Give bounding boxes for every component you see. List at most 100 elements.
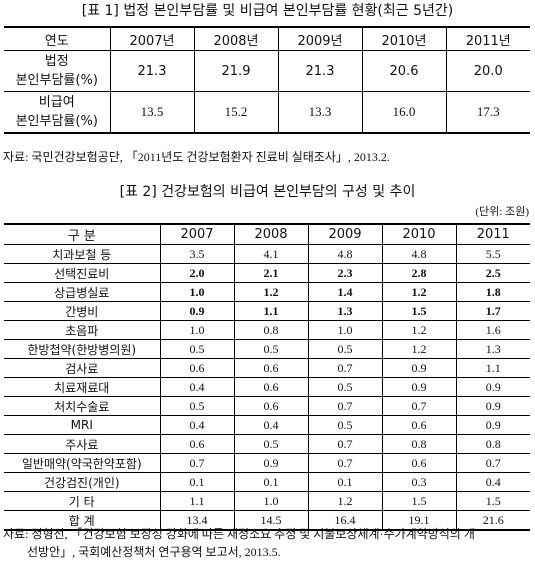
table2-row-item: 상급병실료 (4, 282, 160, 302)
table2-cell: 1.0 (233, 491, 308, 511)
table1-header-label: 연도 (4, 26, 110, 51)
table2-cell: 0.9 (455, 396, 530, 416)
table2-source: 자료: 정형선, 「건강보험 보장성 강화에 따른 재정소요 추정 및 지불보상… (3, 525, 530, 561)
table2-cell: 0.7 (307, 358, 382, 378)
table2-row-item: 초음파 (4, 320, 160, 340)
table2-cell: 1.0 (159, 320, 234, 340)
table2-cell: 1.2 (233, 282, 308, 302)
table1-cell: 21.3 (109, 50, 194, 92)
table2-cell: 13.4 (159, 510, 234, 531)
table2-row: 초음파 1.0 0.8 1.0 1.2 1.6 (4, 320, 530, 340)
table2-cell: 0.9 (381, 377, 456, 397)
table2-cell: 0.9 (159, 301, 234, 321)
table2-cell: 2.3 (307, 263, 382, 283)
table1-row-label: 비급여 본인부담률(%) (4, 91, 110, 134)
table2-cell: 1.6 (455, 320, 530, 340)
table2-cell: 19.1 (381, 510, 456, 531)
table2-header-year: 2007 (159, 223, 234, 245)
table1-row-label-line2: 본인부담률(%) (15, 73, 98, 88)
table2-cell: 2.0 (159, 263, 234, 283)
table2-cell: 1.4 (307, 282, 382, 302)
table2-cell: 0.6 (381, 453, 456, 473)
table2-cell: 0.4 (455, 472, 530, 492)
table1-cell: 20.6 (361, 50, 446, 92)
table1-header-year: 2010년 (361, 26, 446, 51)
table2-cell: 0.7 (455, 453, 530, 473)
table2-cell: 0.7 (159, 453, 234, 473)
table2-non-covered-composition: 구 분 2007 2008 2009 2010 2011 치과보철 등 3.5 4.1 4.8 4.… (4, 223, 530, 531)
table2-cell: 0.8 (381, 434, 456, 454)
table2-row-item: 선택진료비 (4, 263, 160, 283)
table2-cell: 0.8 (233, 320, 308, 340)
table2-unit: (단위: 조원) (475, 206, 529, 218)
table1-cell: 20.0 (445, 50, 530, 92)
table2-cell: 21.6 (455, 510, 530, 531)
table1-header-year: 2008년 (193, 26, 278, 51)
table2-cell: 0.6 (233, 377, 308, 397)
table1-cell: 15.2 (193, 91, 278, 134)
table2-cell: 1.8 (455, 282, 530, 302)
table2-cell: 0.7 (381, 396, 456, 416)
table2-cell: 1.1 (455, 358, 530, 378)
table2-source-line1: 자료: 정형선, 「건강보험 보장성 강화에 따른 재정소요 추정 및 지불보상… (3, 527, 475, 541)
table2-row: 합 계 13.4 14.5 16.4 19.1 21.6 (4, 510, 530, 531)
table2-header-year: 2008 (233, 223, 308, 245)
table2-cell: 0.9 (233, 453, 308, 473)
table2-cell: 3.5 (159, 244, 234, 264)
table2-source-line2: 선방안」, 국회예산정책처 연구용역 보고서, 2013.5. (27, 545, 281, 559)
table1-cell: 21.3 (277, 50, 362, 92)
table2-cell: 2.8 (381, 263, 456, 283)
table1-cell: 13.3 (277, 91, 362, 134)
table1-header-year: 2007년 (109, 26, 194, 51)
table2-cell: 0.6 (381, 415, 456, 435)
table2-cell: 0.5 (159, 339, 234, 359)
table2-cell: 1.3 (455, 339, 530, 359)
table2-row: 주사료 0.6 0.5 0.7 0.8 0.8 (4, 434, 530, 454)
table2-row-item: 간병비 (4, 301, 160, 321)
table2-cell: 0.9 (381, 358, 456, 378)
table2-cell: 0.7 (307, 396, 382, 416)
table2-cell: 0.1 (233, 472, 308, 492)
table2-cell: 1.5 (381, 491, 456, 511)
table2-row: 기 타 1.1 1.0 1.2 1.5 1.5 (4, 491, 530, 511)
table2-cell: 4.8 (307, 244, 382, 264)
table2-cell: 0.5 (307, 415, 382, 435)
table2-cell: 2.5 (455, 263, 530, 283)
table1-cell: 21.9 (193, 50, 278, 92)
table2-row-item: 건강검진(개인) (4, 472, 160, 492)
table2-row-item: 치과보철 등 (4, 244, 160, 264)
table2-cell: 0.5 (159, 396, 234, 416)
table2-cell: 0.5 (233, 339, 308, 359)
table2-row-item: 처치수술료 (4, 396, 160, 416)
table2-cell: 4.1 (233, 244, 308, 264)
table2-cell: 1.5 (455, 491, 530, 511)
table2-title: [표 2] 건강보험의 비급여 본인부담의 구성 및 추이 (119, 184, 416, 200)
table2-cell: 0.6 (233, 396, 308, 416)
table2-cell: 0.1 (159, 472, 234, 492)
table2-row: 검사료 0.6 0.6 0.7 0.9 1.1 (4, 358, 530, 378)
table1-row: 법정 본인부담률(%) 21.3 21.9 21.3 20.6 20.0 (4, 50, 530, 92)
table2-cell: 0.8 (455, 434, 530, 454)
table2-cell: 1.3 (307, 301, 382, 321)
table2-row-item: MRI (4, 415, 160, 435)
table2-row-item: 기 타 (4, 491, 160, 511)
table1-cell: 13.5 (109, 91, 194, 134)
table2-header-year: 2011 (455, 223, 530, 245)
table2-cell: 0.4 (159, 377, 234, 397)
table2-cell: 0.4 (233, 415, 308, 435)
table2-cell: 1.1 (159, 491, 234, 511)
table2-cell: 4.8 (381, 244, 456, 264)
table1-row-label: 법정 본인부담률(%) (4, 50, 110, 92)
table2-header-year: 2009 (307, 223, 382, 245)
table1-title: [표 1] 법정 본인부담률 및 비급여 본인부담률 현황(최근 5년간) (81, 3, 454, 19)
table2-cell: 5.5 (455, 244, 530, 264)
table2-cell: 1.2 (381, 320, 456, 340)
table2-cell: 1.1 (233, 301, 308, 321)
table2-row: 일반매약(약국한약포함) 0.7 0.9 0.7 0.6 0.7 (4, 453, 530, 473)
table2-cell: 0.9 (455, 415, 530, 435)
table2-cell: 0.1 (307, 472, 382, 492)
table2-cell: 16.4 (307, 510, 382, 531)
table2-row: 선택진료비 2.0 2.1 2.3 2.8 2.5 (4, 263, 530, 283)
table2-row-item: 검사료 (4, 358, 160, 378)
table2-cell: 1.2 (381, 339, 456, 359)
